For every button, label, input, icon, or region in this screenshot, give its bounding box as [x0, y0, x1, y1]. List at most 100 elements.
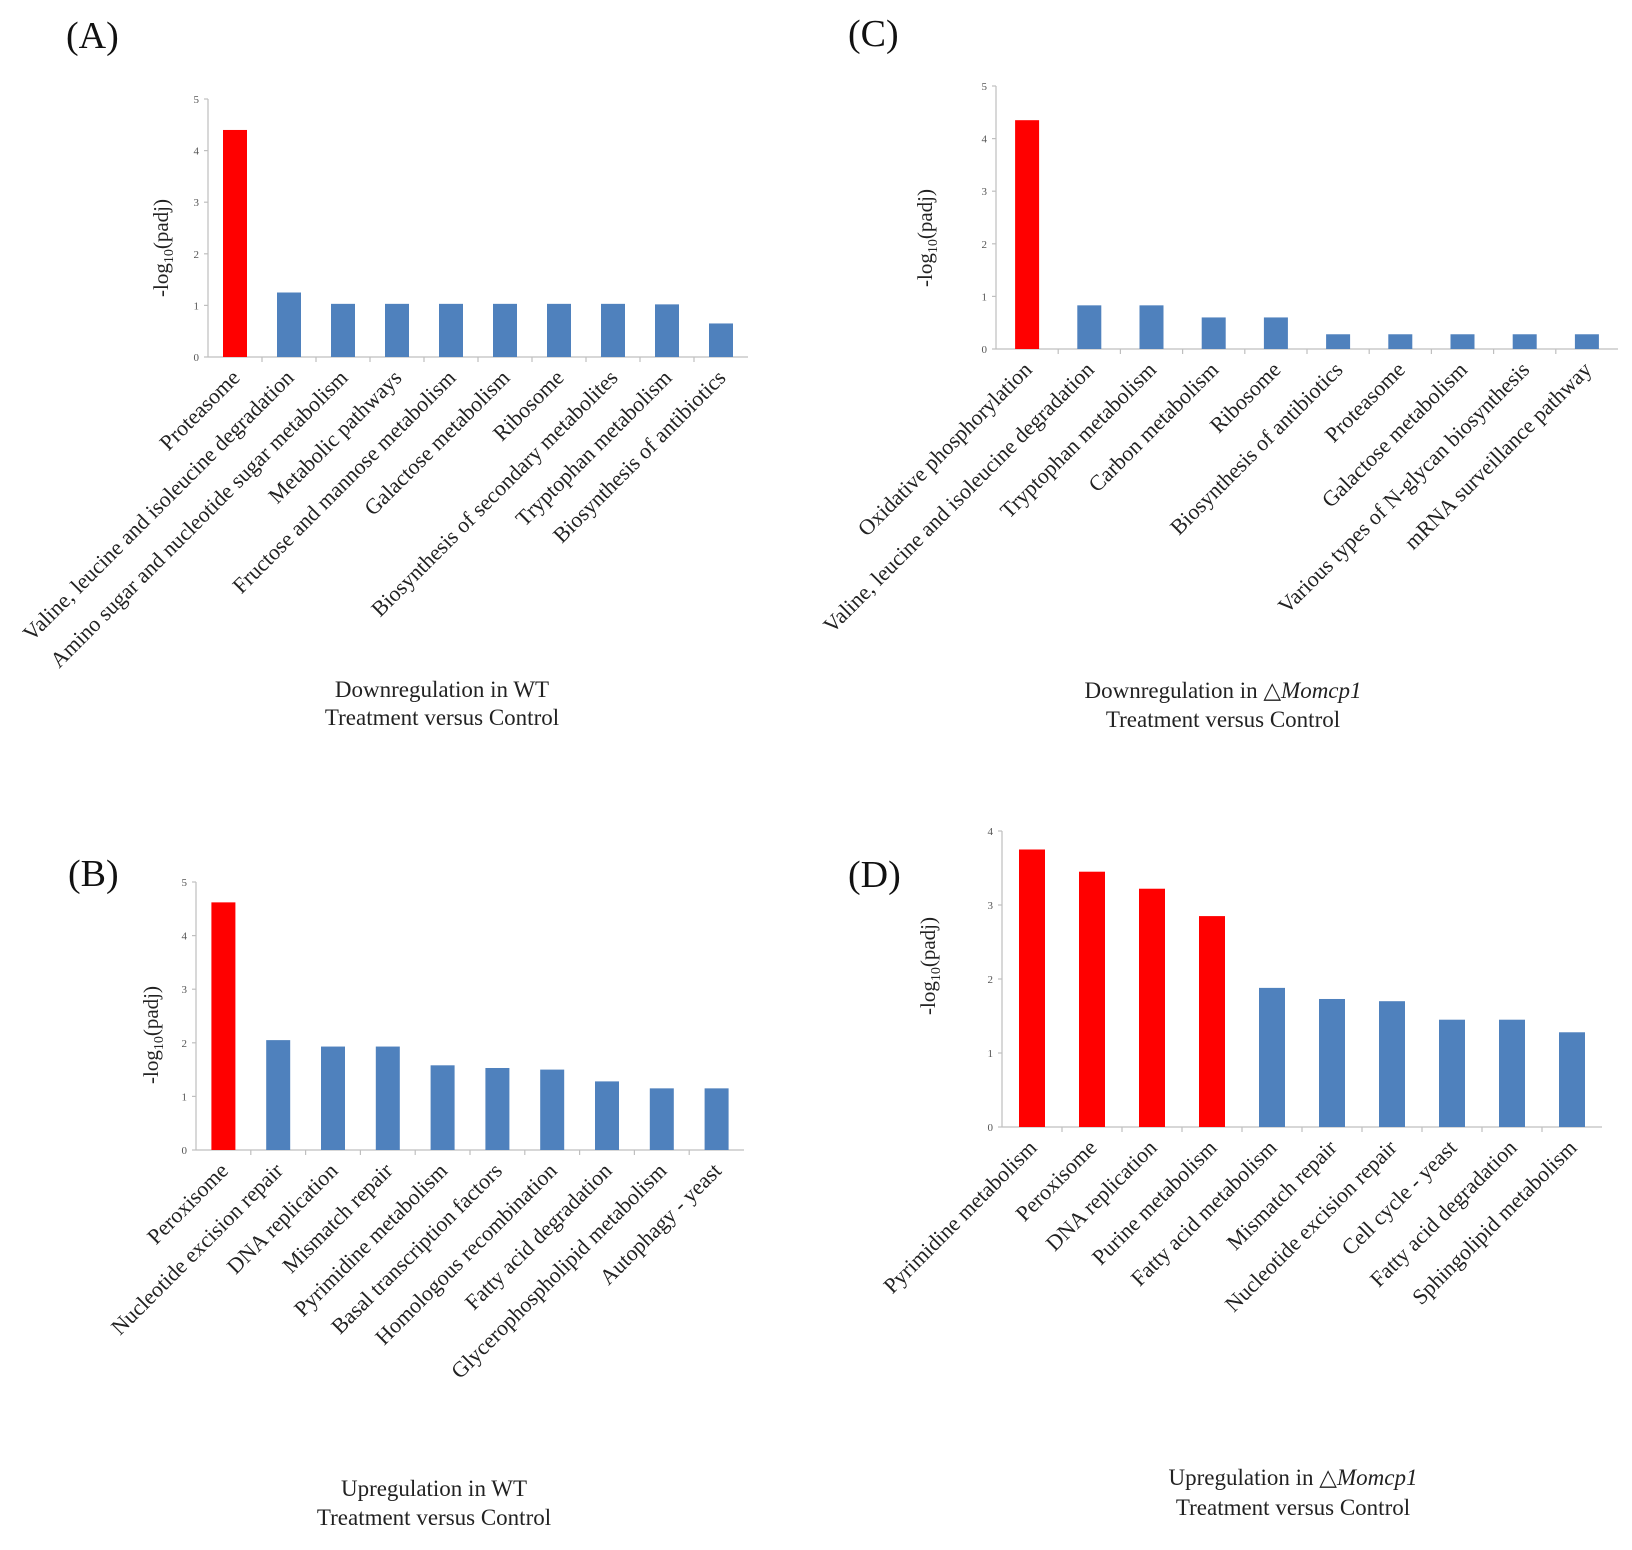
- x-axis-title-text: Treatment versus Control: [1106, 707, 1340, 732]
- y-tick-label: 0: [194, 352, 200, 364]
- y-axis-label-pre: -log: [913, 253, 937, 287]
- y-tick-label: 4: [988, 826, 994, 838]
- y-tick-label: 1: [982, 291, 988, 303]
- bar: [1201, 317, 1226, 349]
- x-axis-title-italic: Momcp1: [1336, 1465, 1417, 1490]
- bar: [1079, 871, 1105, 1127]
- bar: [1319, 998, 1345, 1127]
- y-axis-label: -log10(padj): [149, 199, 177, 297]
- y-tick-label: 2: [182, 1038, 188, 1050]
- bar: [1388, 334, 1413, 349]
- bar: [1139, 888, 1165, 1127]
- x-axis-title-text: Treatment versus Control: [1176, 1495, 1410, 1520]
- y-axis-label: -log10(padj): [913, 189, 941, 287]
- bar: [547, 303, 571, 357]
- x-axis-title-line: Downregulation in △Momcp1: [1084, 678, 1361, 703]
- bar: [1019, 849, 1045, 1127]
- bar: [1259, 987, 1285, 1127]
- bar: [375, 1046, 400, 1150]
- x-axis-title-text: Upregulation in WT: [341, 1476, 527, 1501]
- bar: [601, 303, 625, 357]
- y-tick-label: 5: [194, 94, 200, 106]
- bar: [1263, 317, 1288, 349]
- x-axis-title-text: Downregulation in △: [1084, 678, 1281, 703]
- bar: [385, 303, 409, 357]
- x-axis-title-line: Upregulation in WT: [341, 1476, 527, 1501]
- y-tick-label: 1: [988, 1048, 994, 1060]
- panel-label: (B): [68, 853, 119, 895]
- y-axis-label-sub: 10: [926, 239, 941, 253]
- chart-panel-b: (B)012345-log10(padj)PeroxisomeNucleotid…: [68, 853, 744, 1530]
- bar: [1199, 916, 1225, 1127]
- y-tick-label: 0: [988, 1122, 994, 1134]
- bar: [655, 304, 679, 357]
- bar: [439, 303, 463, 357]
- y-axis-label-post: (padj): [149, 199, 173, 249]
- y-tick-label: 5: [982, 81, 988, 93]
- y-axis-label-post: (padj): [139, 986, 163, 1036]
- bar: [430, 1065, 455, 1150]
- x-axis-title-line: Downregulation in WT: [335, 677, 549, 702]
- bar: [266, 1040, 291, 1150]
- category-label: Valine, leucine and isoleucine degradati…: [18, 365, 299, 646]
- panel-label: (C): [848, 13, 899, 55]
- bar: [709, 323, 733, 357]
- category-label: Valine, leucine and isoleucine degradati…: [818, 357, 1099, 638]
- x-axis-title-italic: Momcp1: [1280, 678, 1361, 703]
- bar: [1439, 1019, 1465, 1127]
- bar: [331, 303, 355, 357]
- x-axis-title-line: Upregulation in △Momcp1: [1169, 1465, 1418, 1490]
- y-axis-label-post: (padj): [913, 189, 937, 239]
- y-tick-label: 3: [194, 197, 200, 209]
- y-axis-label-pre: -log: [149, 263, 173, 297]
- bar: [1015, 120, 1040, 349]
- x-axis-title-line: Treatment versus Control: [317, 1505, 551, 1530]
- bar: [540, 1069, 565, 1150]
- y-axis-label-sub: 10: [929, 967, 944, 981]
- y-tick-label: 2: [988, 974, 994, 986]
- y-tick-label: 3: [182, 984, 188, 996]
- chart-panel-d: (D) 0 1 2 3 4 -log10(padj) Pyrimidine metabolis…: [848, 826, 1602, 1520]
- bar: [223, 129, 247, 357]
- x-axis-title-line: Treatment versus Control: [325, 705, 559, 730]
- y-tick-label: 3: [988, 900, 994, 912]
- bar: [493, 303, 517, 357]
- panel-label: (D): [848, 854, 901, 896]
- bar: [1574, 334, 1599, 349]
- y-tick-label: 2: [194, 249, 200, 261]
- bar: [1139, 305, 1164, 349]
- x-axis-title-text: Treatment versus Control: [325, 705, 559, 730]
- panel-label: (A): [66, 15, 119, 57]
- y-tick-label: 1: [194, 300, 200, 312]
- y-axis-label-pre: -log: [916, 981, 940, 1015]
- bar: [1450, 334, 1475, 349]
- y-tick-label: 2: [982, 239, 988, 251]
- y-tick-label: 4: [982, 134, 988, 146]
- y-tick-label: 4: [182, 931, 188, 943]
- y-tick-label: 0: [182, 1145, 188, 1157]
- bar: [649, 1088, 674, 1150]
- y-axis-label-sub: 10: [152, 1036, 167, 1050]
- bar: [704, 1088, 729, 1150]
- bar: [277, 292, 301, 357]
- bar: [321, 1046, 345, 1150]
- y-tick-label: 3: [982, 186, 988, 198]
- y-tick-label: 4: [194, 146, 200, 158]
- y-axis-label: -log10(padj): [916, 917, 944, 1015]
- x-axis-title-text: Treatment versus Control: [317, 1505, 551, 1530]
- x-axis-title-line: Treatment versus Control: [1106, 707, 1340, 732]
- x-axis-title-text: Downregulation in WT: [335, 677, 549, 702]
- x-axis-title-text: Upregulation in △: [1169, 1465, 1338, 1490]
- bar: [485, 1067, 510, 1150]
- bar: [1512, 334, 1537, 349]
- y-axis-label: -log10(padj): [139, 986, 167, 1084]
- y-axis-label-sub: 10: [162, 249, 177, 263]
- bar: [1499, 1019, 1525, 1127]
- y-tick-label: 5: [182, 877, 188, 889]
- bar: [1326, 334, 1351, 349]
- bar: [1559, 1032, 1585, 1127]
- y-tick-label: 0: [982, 344, 988, 356]
